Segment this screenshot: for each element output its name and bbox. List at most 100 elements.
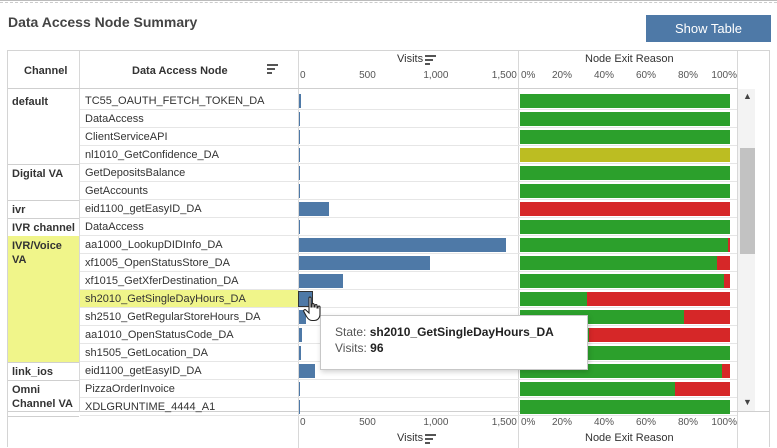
node-label[interactable]: ClientServiceAPI: [85, 131, 168, 143]
tooltip-visits-key: Visits:: [335, 341, 367, 355]
channel-group-rule: [8, 218, 79, 219]
row-rule: [80, 181, 737, 182]
node-label[interactable]: sh2010_GetSingleDayHours_DA: [85, 293, 246, 305]
exit-reason-segment[interactable]: [520, 184, 730, 198]
channel-label[interactable]: IVR/Voice VA: [12, 240, 62, 266]
node-label[interactable]: sh1505_GetLocation_DA: [85, 347, 208, 359]
exit-reason-segment[interactable]: [520, 130, 730, 144]
node-label[interactable]: XDLGRUNTIME_4444_A1: [85, 401, 216, 413]
node-label[interactable]: aa1000_LookupDIDInfo_DA: [85, 239, 223, 251]
row-rule: [80, 163, 737, 164]
visits-tick-label: 1,000: [423, 417, 449, 428]
exit-reason-segment[interactable]: [520, 256, 718, 270]
exit-reason-segment[interactable]: [587, 292, 730, 306]
node-label[interactable]: DataAccess: [85, 113, 144, 125]
visits-bar[interactable]: [299, 184, 300, 198]
sort-icon[interactable]: [267, 64, 279, 74]
channel-highlight: [8, 236, 79, 362]
channel-label[interactable]: IVR channel: [12, 222, 75, 234]
visits-bar[interactable]: [299, 166, 300, 180]
exit-reason-segment[interactable]: [520, 202, 730, 216]
node-label[interactable]: TC55_OAUTH_FETCH_TOKEN_DA: [85, 95, 265, 107]
node-label[interactable]: xf1005_OpenStatusStore_DA: [85, 257, 230, 269]
visits-bar[interactable]: [299, 112, 300, 126]
exit-reason-segment[interactable]: [589, 328, 730, 342]
node-label[interactable]: eid1100_getEasyID_DA: [85, 203, 202, 215]
exit-reason-segment[interactable]: [520, 382, 676, 396]
node-label[interactable]: GetAccounts: [85, 185, 148, 197]
node-label[interactable]: xf1015_GetXferDestination_DA: [85, 275, 239, 287]
visits-bar[interactable]: [299, 130, 300, 144]
visits-bar[interactable]: [299, 346, 301, 360]
exit-reason-segment[interactable]: [520, 148, 730, 162]
exit-reason-segment[interactable]: [520, 112, 730, 126]
visits-bar[interactable]: [299, 328, 302, 342]
exit-reason-segment[interactable]: [717, 256, 730, 270]
node-label[interactable]: aa1010_OpenStatusCode_DA: [85, 329, 234, 341]
row-rule: [80, 127, 737, 128]
exit-reason-segment[interactable]: [683, 310, 730, 324]
node-label[interactable]: PizzaOrderInvoice: [85, 383, 175, 395]
visits-sort-icon-bottom[interactable]: [425, 434, 437, 444]
visits-bar[interactable]: [299, 382, 300, 396]
visits-sort-icon[interactable]: [425, 55, 437, 65]
show-table-button[interactable]: Show Table: [646, 15, 771, 42]
visits-tick-label: 500: [359, 70, 376, 81]
scroll-down-arrow[interactable]: ▼: [743, 397, 752, 407]
hover-tooltip: State: sh2010_GetSingleDayHours_DA Visit…: [320, 315, 588, 370]
channel-label[interactable]: ivr: [12, 204, 26, 216]
visits-bar[interactable]: [299, 220, 300, 234]
channel-label[interactable]: Omni Channel VA: [12, 384, 73, 410]
exit-reason-segment[interactable]: [520, 400, 730, 414]
node-label[interactable]: DataAccess: [85, 221, 144, 233]
visits-bar[interactable]: [299, 202, 330, 216]
visits-bar[interactable]: [299, 256, 431, 270]
row-rule: [80, 253, 737, 254]
exit-pct-tick-label: 20%: [551, 70, 572, 81]
exit-reason-segment[interactable]: [520, 220, 730, 234]
exit-reason-segment[interactable]: [721, 364, 730, 378]
row-rule: [80, 271, 737, 272]
visits-bar[interactable]: [299, 238, 506, 252]
exit-reason-segment[interactable]: [520, 166, 730, 180]
visits-bar[interactable]: [299, 94, 301, 108]
visits-bar[interactable]: [299, 274, 343, 288]
visits-bar[interactable]: [299, 148, 300, 162]
node-label[interactable]: eid1100_getEasyID_DA: [85, 365, 202, 377]
exit-pct-tick-label: 60%: [635, 70, 656, 81]
exit-reason-segment[interactable]: [520, 238, 728, 252]
channel-label[interactable]: link_ios: [12, 366, 53, 378]
visits-tick-label: 1,000: [423, 70, 449, 81]
scroll-up-arrow[interactable]: ▲: [743, 91, 752, 101]
node-label[interactable]: sh2510_GetRegularStoreHours_DA: [85, 311, 261, 323]
node-label[interactable]: nl1010_GetConfidence_DA: [85, 149, 219, 161]
visits-header-top[interactable]: Visits: [397, 53, 424, 65]
channel-group-rule: [8, 416, 79, 417]
visits-bar[interactable]: [299, 400, 300, 414]
visits-bar[interactable]: [299, 310, 306, 324]
channel-header[interactable]: Channel: [24, 65, 68, 77]
channel-group-rule: [8, 362, 79, 363]
scrollbar-thumb[interactable]: [740, 148, 755, 254]
node-label[interactable]: GetDepositsBalance: [85, 167, 186, 179]
channel-label[interactable]: Digital VA: [12, 168, 64, 180]
exit-reason-segment[interactable]: [723, 274, 730, 288]
row-rule: [80, 217, 737, 218]
exit-pct-tick-label: 80%: [677, 417, 698, 428]
visits-header-bottom[interactable]: Visits: [397, 432, 424, 444]
visits-tick-label: 1,500: [491, 417, 517, 428]
visits-bar[interactable]: [299, 364, 316, 378]
visits-tick-label: 0: [300, 417, 306, 428]
exit-header-bottom: Node Exit Reason: [585, 432, 674, 444]
footer-rule: [8, 411, 770, 412]
channel-label[interactable]: default: [12, 96, 49, 108]
node-header[interactable]: Data Access Node: [132, 65, 228, 77]
hand-pointer-icon: [303, 296, 321, 322]
channel-group-rule: [8, 200, 79, 201]
divider-channel: [79, 51, 80, 411]
exit-reason-segment[interactable]: [520, 94, 730, 108]
exit-reason-segment[interactable]: [675, 382, 730, 396]
exit-reason-segment[interactable]: [520, 274, 724, 288]
exit-reason-segment[interactable]: [520, 292, 588, 306]
exit-reason-segment[interactable]: [727, 238, 730, 252]
